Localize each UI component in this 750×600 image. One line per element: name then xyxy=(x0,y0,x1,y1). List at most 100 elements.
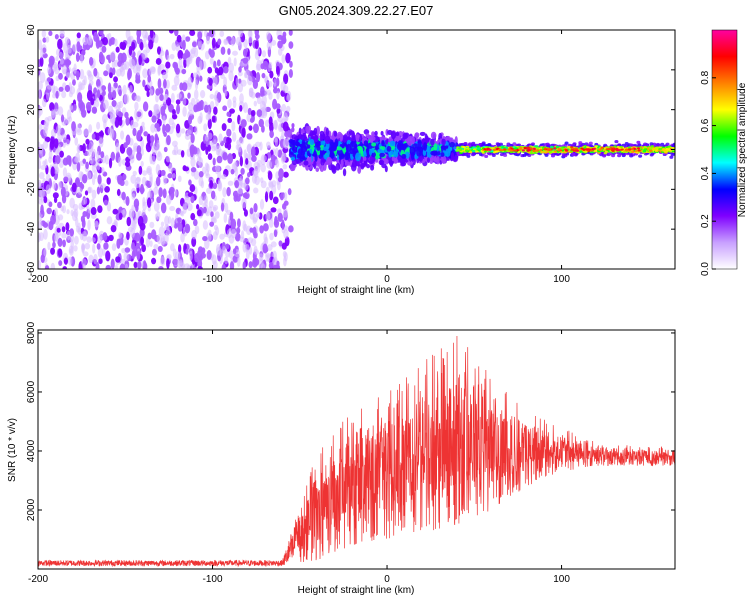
heatmap-cell xyxy=(226,111,231,117)
heatmap-cell xyxy=(154,133,159,143)
heatmap-cell xyxy=(207,118,212,130)
heatmap-cell xyxy=(85,101,92,111)
heatmap-cell xyxy=(116,188,121,197)
heatmap-cell xyxy=(183,57,187,69)
heatmap-cell xyxy=(211,37,216,49)
heatmap-cell xyxy=(73,245,78,252)
heatmap-cell xyxy=(245,158,249,165)
heatmap-cell xyxy=(58,86,64,92)
heatmap-cell xyxy=(142,49,148,60)
heatmap-cell xyxy=(384,139,389,145)
heatmap-cell xyxy=(146,90,150,98)
heatmap-cell xyxy=(208,77,213,86)
heatmap-cell xyxy=(157,78,162,90)
heatmap-cell xyxy=(153,186,159,195)
heatmap-cell xyxy=(141,244,146,253)
heatmap-cell xyxy=(418,155,424,162)
heatmap-cell xyxy=(306,129,311,134)
heatmap-cell xyxy=(38,105,43,116)
heatmap-cell xyxy=(411,136,415,145)
heatmap-cell xyxy=(71,121,76,132)
heatmap-cell xyxy=(153,243,159,250)
heatmap-cell xyxy=(172,109,176,115)
heatmap-cell xyxy=(281,54,286,64)
heatmap-cell xyxy=(220,202,225,212)
heatmap-cell xyxy=(165,229,172,237)
heatmap-cell xyxy=(136,261,142,269)
heatmap-cell xyxy=(369,136,374,144)
heatmap-cell xyxy=(254,30,260,37)
heatmap-cell xyxy=(80,183,85,190)
heatmap-cell xyxy=(178,244,182,254)
heatmap-cell xyxy=(172,256,179,267)
heatmap-cell xyxy=(241,127,246,138)
heatmap-cell xyxy=(155,57,162,65)
heatmap-cell xyxy=(268,218,274,228)
heatmap-cell xyxy=(166,258,170,269)
heatmap-cell xyxy=(162,123,166,135)
heatmap-cell xyxy=(150,135,155,143)
heatmap-cell xyxy=(61,90,67,99)
heatmap-cell xyxy=(319,165,325,172)
heatmap-cell xyxy=(184,195,191,206)
heatmap-cell xyxy=(309,138,315,146)
heatmap-cell xyxy=(171,114,178,120)
heatmap-cell xyxy=(87,186,93,194)
heatmap-cell xyxy=(101,167,105,175)
heatmap-cell xyxy=(190,167,197,173)
heatmap-cell xyxy=(212,157,216,166)
heatmap-cell xyxy=(38,39,42,51)
heatmap-cell xyxy=(208,200,214,209)
heatmap-cell xyxy=(348,130,355,136)
heatmap-cell xyxy=(288,30,293,36)
heatmap-cell xyxy=(119,263,126,269)
heatmap-cell xyxy=(160,202,167,214)
heatmap-cell xyxy=(53,138,59,149)
heatmap-cell xyxy=(229,261,235,269)
heatmap-cell xyxy=(259,225,264,234)
heatmap-cell xyxy=(295,141,300,147)
heatmap-cell xyxy=(290,156,296,161)
heatmap-cell xyxy=(44,265,50,269)
heatmap-cell xyxy=(326,156,332,164)
heatmap-cell xyxy=(214,165,221,172)
heatmap-cell xyxy=(100,183,107,189)
heatmap-cell xyxy=(236,188,243,195)
heatmap-cell xyxy=(267,170,273,181)
heatmap-cell xyxy=(105,250,111,262)
heatmap-cell xyxy=(38,150,43,160)
heatmap-cell xyxy=(64,37,70,44)
heatmap-cell xyxy=(57,201,62,209)
heatmap-cell xyxy=(621,143,626,147)
heatmap-cell xyxy=(374,130,378,136)
heatmap-cell xyxy=(173,75,180,86)
heatmap-cell xyxy=(344,161,351,166)
heatmap-cell xyxy=(285,52,291,64)
heatmap-cell xyxy=(113,219,118,227)
heatmap-cell xyxy=(371,148,375,154)
heatmap-cell xyxy=(276,77,280,87)
heatmap-cell xyxy=(198,171,204,178)
heatmap-cell xyxy=(236,36,242,46)
heatmap-cell xyxy=(129,58,136,70)
heatmap-cell xyxy=(139,222,146,231)
heatmap-cell xyxy=(156,139,161,151)
heatmap-cell xyxy=(65,222,70,231)
heatmap-cell xyxy=(191,236,197,248)
heatmap-cell xyxy=(144,31,149,39)
heatmap-cell xyxy=(151,146,158,156)
heatmap-cell xyxy=(97,174,102,185)
heatmap-cell xyxy=(261,50,267,58)
heatmap-cell xyxy=(185,58,190,67)
heatmap-cell xyxy=(43,196,48,204)
heatmap-cell xyxy=(207,229,212,237)
heatmap-cell xyxy=(236,227,241,235)
heatmap-cell xyxy=(401,143,407,149)
heatmap-cell xyxy=(59,30,65,37)
heatmap-cell xyxy=(134,181,141,189)
heatmap-cell xyxy=(54,33,59,40)
heatmap-cell xyxy=(140,183,144,195)
heatmap-cell xyxy=(266,40,272,50)
heatmap-cell xyxy=(262,155,267,162)
heatmap-cell xyxy=(265,31,271,41)
